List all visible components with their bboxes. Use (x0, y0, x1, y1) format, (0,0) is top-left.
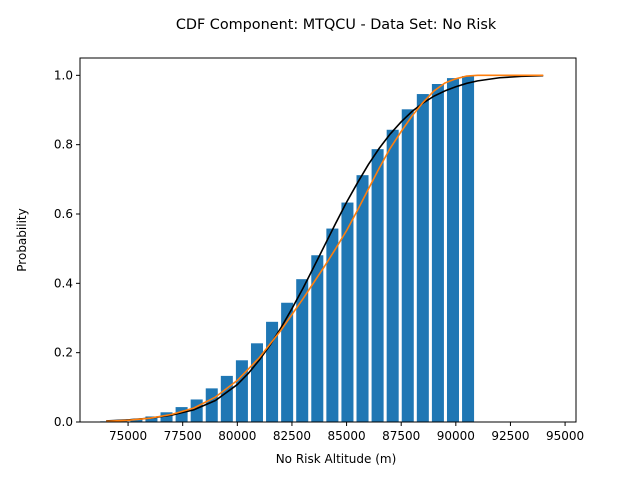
y-tick-label: 0.0 (54, 415, 73, 429)
bar (341, 202, 354, 422)
y-tick-label: 0.2 (54, 346, 73, 360)
x-axis: 75000 77500 80000 82500 85000 87500 90000 92500… (109, 422, 584, 443)
chart-title: CDF Component: MTQCU - Data Set: No Risk (176, 17, 497, 33)
bar (311, 255, 324, 422)
bar (281, 302, 294, 422)
bar (296, 279, 309, 422)
bar (160, 412, 173, 422)
y-tick-label: 0.4 (54, 276, 73, 290)
series-line-0 (106, 74, 544, 422)
x-tick-label: 77500 (164, 429, 202, 443)
bar (416, 94, 429, 422)
y-axis-label: Probability (15, 208, 29, 271)
bar (326, 228, 339, 422)
bar (130, 418, 143, 422)
lines-layer (106, 74, 544, 423)
x-tick-label: 85000 (327, 429, 365, 443)
x-tick-label: 92500 (491, 429, 529, 443)
x-tick-label: 90000 (437, 429, 475, 443)
bar (401, 109, 414, 422)
y-axis: 0.0 0.2 0.4 0.6 0.8 1.0 (54, 68, 80, 429)
bar (145, 416, 158, 422)
x-axis-label: No Risk Altitude (m) (276, 452, 397, 466)
bar (371, 149, 384, 422)
y-tick-label: 0.8 (54, 138, 73, 152)
y-tick-label: 1.0 (54, 68, 73, 82)
bar (235, 360, 248, 422)
bar (446, 78, 459, 423)
x-tick-label: 95000 (546, 429, 584, 443)
bar (462, 76, 475, 422)
x-tick-label: 87500 (382, 429, 420, 443)
bar (431, 84, 444, 422)
plot-frame (79, 57, 577, 423)
bar (386, 129, 399, 422)
x-tick-label: 75000 (109, 429, 147, 443)
bars-layer (100, 76, 475, 423)
bar (220, 375, 233, 422)
bar (356, 175, 369, 422)
x-tick-label: 82500 (273, 429, 311, 443)
x-tick-label: 80000 (218, 429, 256, 443)
series-line-1 (106, 74, 544, 423)
bar (205, 388, 218, 422)
y-tick-label: 0.6 (54, 207, 73, 221)
